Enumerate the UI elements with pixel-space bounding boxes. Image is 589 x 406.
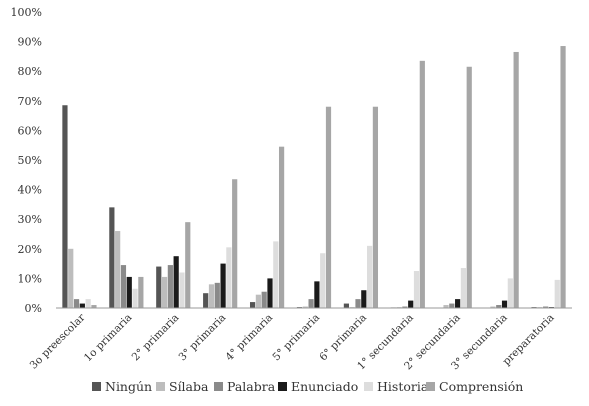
bar-sílaba [68,248,74,308]
bar-comprensión [278,146,285,308]
x-category-label: 1o primaria [82,312,135,365]
legend-item: Palabra [214,379,276,394]
bar-enunciado [501,300,508,308]
legend-item: Comprensión [426,379,523,394]
bar-enunciado [126,276,132,308]
bar-historia [320,253,326,308]
bar-sílaba [115,231,121,308]
bar-palabra [167,265,173,308]
bar-ningún [343,303,350,308]
y-tick-label: 10% [18,272,42,285]
bar-enunciado [79,303,85,308]
bar-palabra [214,282,220,308]
bar-historia [132,288,138,308]
bar-comprensión [372,106,379,308]
legend-label: Ningún [105,379,152,394]
legend-swatch [156,382,165,391]
y-tick-label: 70% [18,95,42,108]
legend-item: Enunciado [278,379,358,394]
bar-palabra [120,265,127,308]
y-tick-label: 40% [18,184,42,197]
bar-ningún [62,105,68,309]
legend: Ningún Sílaba Palabra Enunciado Historia Comp… [92,379,523,394]
bar-enunciado [220,263,226,308]
y-tick-label: 0% [25,302,42,315]
bars [62,46,566,309]
bar-enunciado [408,300,414,308]
bar-sílaba [161,276,168,308]
bar-sílaba [490,306,496,308]
legend-label: Enunciado [291,379,358,394]
y-tick-label: 60% [18,124,42,137]
bar-historia [226,247,232,308]
y-tick-label: 90% [18,36,42,49]
legend-label: Historia [377,379,429,394]
bar-comprensión [560,46,566,308]
bar-sílaba [302,306,308,308]
bar-ningún [109,207,115,308]
legend-swatch [426,382,435,391]
y-axis-tick-labels: 0% 10% 20% 30% 40% 50% 60% 70% 80% 90% 100% [11,6,42,315]
bar-ningún [156,266,162,308]
bar-comprensión [232,179,238,308]
bar-palabra [402,306,408,308]
bar-enunciado [455,299,461,308]
bar-palabra [261,291,267,308]
bar-comprensión [185,222,191,308]
legend-label: Palabra [227,379,276,394]
bar-enunciado [267,278,273,308]
bar-historia [85,299,91,308]
bar-palabra [355,299,361,308]
x-category-label: 4° primaria [223,312,275,364]
y-tick-label: 30% [18,213,42,226]
legend-item: Ningún [92,379,152,394]
bar-historia [179,272,185,308]
bar-historia [507,278,513,308]
bar-enunciado [314,281,320,308]
x-category-label: 5° primaria [270,312,322,364]
bar-palabra [496,305,502,308]
bar-enunciado [361,290,367,308]
bar-historia [273,241,279,308]
legend-item: Sílaba [156,379,209,394]
x-category-label: 2° primaria [130,312,182,364]
legend-swatch [278,382,287,391]
legend-swatch [364,382,373,391]
bar-historia [367,245,373,308]
legend-swatch [214,382,223,391]
y-tick-label: 20% [18,243,42,256]
bar-sílaba [208,284,215,308]
bar-palabra [73,299,80,308]
bar-palabra [543,306,549,308]
bar-enunciado [173,256,179,308]
bar-palabra [308,299,314,308]
bar-palabra [449,303,455,308]
bar-ningún [203,293,209,308]
x-category-label: 3o preescolar [28,311,89,372]
bar-comprensión [513,51,519,309]
x-category-label: 3° primaria [177,312,229,364]
bar-comprensión [466,66,472,308]
bar-historia [460,268,467,308]
x-category-label: 6° primaria [317,312,369,364]
bar-comprensión [91,305,97,308]
bar-sílaba [255,294,261,308]
bar-comprensión [419,60,425,309]
y-tick-label: 100% [11,6,42,19]
bar-historia [554,279,560,308]
y-tick-label: 50% [18,154,42,167]
bar-ningún [249,302,256,308]
legend-label: Comprensión [439,379,523,394]
bar-historia [413,271,420,308]
bar-sílaba [443,305,449,308]
legend-swatch [92,382,101,391]
bar-comprensión [325,106,332,308]
bar-comprensión [138,276,144,308]
y-tick-label: 80% [18,65,42,78]
legend-item: Historia [364,379,429,394]
legend-label: Sílaba [169,379,209,394]
